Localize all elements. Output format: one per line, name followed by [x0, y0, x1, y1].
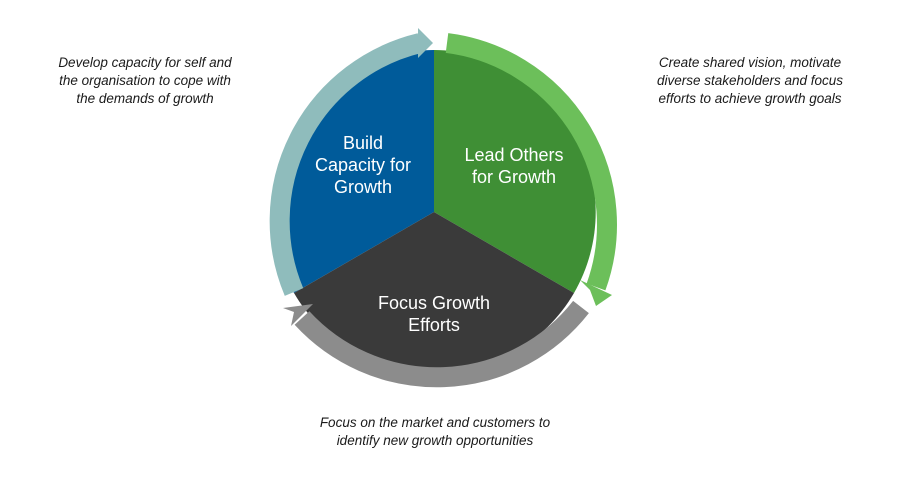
description-build-capacity: Develop capacity for self and the organi…: [58, 55, 232, 106]
arrowhead-focus: [283, 304, 313, 326]
arrow-band-lead: [445, 33, 617, 291]
label-focus-growth: Focus Growth Efforts: [377, 293, 491, 335]
arrow-band-build: [269, 33, 423, 296]
label-build-capacity: Build Capacity for Growth: [314, 133, 412, 197]
arrow-band-focus: [294, 300, 589, 388]
segment-focus-growth: [294, 212, 574, 374]
description-focus-growth: Focus on the market and customers to ide…: [319, 415, 551, 448]
arrowhead-lead: [580, 280, 612, 306]
label-lead-others: Lead Others for Growth: [464, 145, 564, 187]
description-lead-others: Create shared vision, motivate diverse s…: [656, 55, 844, 106]
arrowhead-build: [418, 28, 433, 58]
